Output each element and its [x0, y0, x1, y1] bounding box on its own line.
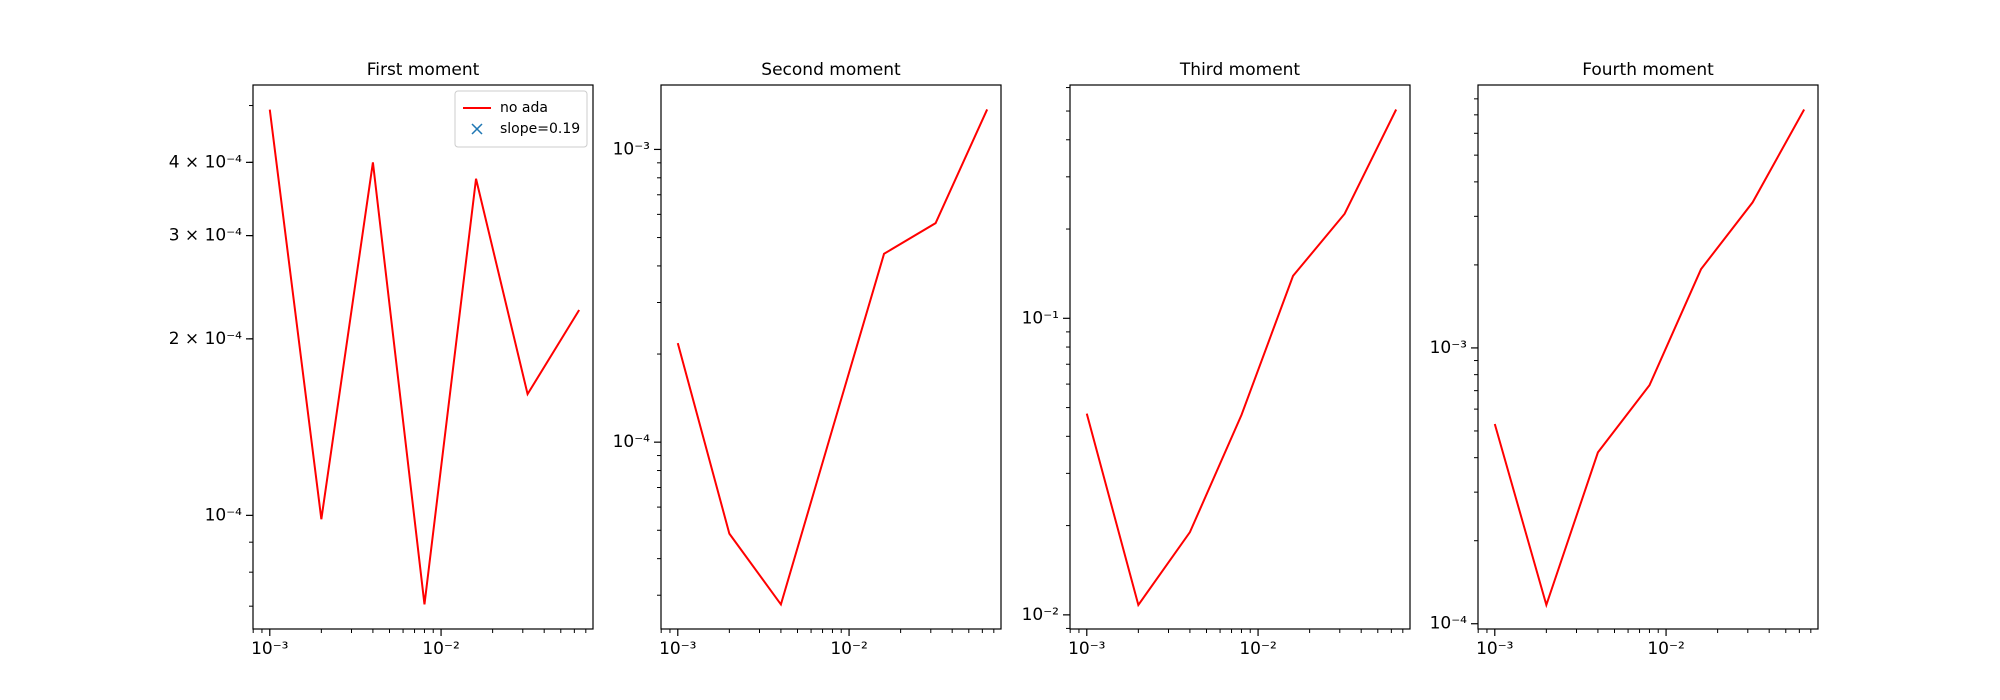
legend-label: slope=0.19	[500, 121, 580, 137]
y-tick-label: 10⁻⁴	[205, 505, 243, 525]
axes-frame	[1069, 84, 1411, 630]
subplot-title: Second moment	[761, 60, 901, 80]
subplot-title: Fourth moment	[1582, 60, 1714, 80]
axes-frame	[1477, 84, 1819, 630]
x-tick-label: 10⁻²	[422, 639, 459, 659]
legend-swatch	[471, 123, 483, 135]
data-line	[1493, 108, 1806, 609]
y-tick-label: 3 × 10⁻⁴	[169, 226, 242, 246]
legend-box	[454, 90, 588, 148]
subplot: Fourth moment 10⁻³ 10⁻² 10⁻⁴ 10⁻³	[1430, 60, 1819, 659]
x-tick-label: 10⁻²	[1239, 639, 1276, 659]
x-tick-label: 10⁻³	[1476, 639, 1513, 659]
y-tick-label: 10⁻³	[1430, 338, 1467, 358]
data-line	[676, 108, 989, 607]
y-tick-label: 10⁻¹	[1022, 308, 1059, 328]
y-tick-label: 10⁻⁴	[1430, 614, 1468, 634]
y-tick-label: 10⁻²	[1022, 605, 1059, 625]
x-tick-label: 10⁻²	[1647, 639, 1684, 659]
subplot-title: First moment	[367, 60, 480, 80]
y-tick-label: 10⁻⁴	[613, 432, 651, 452]
y-tick-label: 2 × 10⁻⁴	[169, 329, 242, 349]
subplot: Third moment 10⁻³ 10⁻² 10⁻² 10⁻¹	[1022, 60, 1411, 659]
y-tick-label: 10⁻³	[613, 139, 650, 159]
x-tick-label: 10⁻³	[251, 639, 288, 659]
subplot-title: Third moment	[1179, 60, 1301, 80]
subplot: First moment 10⁻³ 10⁻² 10⁻⁴ 2 × 10⁻⁴ 3 × 10⁻⁴…	[169, 60, 594, 659]
legend-label: no ada	[500, 100, 548, 116]
y-tick-label: 4 × 10⁻⁴	[169, 152, 242, 172]
axes-frame	[252, 84, 594, 630]
axes-frame	[660, 84, 1002, 630]
x-tick-label: 10⁻³	[659, 639, 696, 659]
data-line	[268, 109, 581, 605]
legend: no ada slope=0.19	[454, 90, 588, 148]
x-tick-label: 10⁻²	[830, 639, 867, 659]
subplot: Second moment 10⁻³ 10⁻² 10⁻⁴ 10⁻³	[613, 60, 1002, 659]
data-line	[1085, 109, 1398, 608]
x-tick-label: 10⁻³	[1068, 639, 1105, 659]
